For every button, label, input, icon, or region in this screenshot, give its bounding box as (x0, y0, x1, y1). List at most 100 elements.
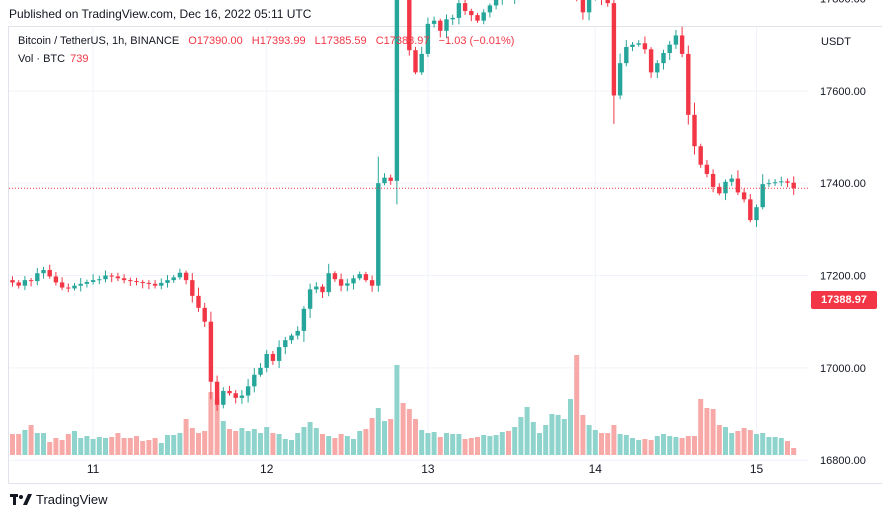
tradingview-brand[interactable]: TradingView (10, 492, 108, 507)
candle-body (648, 49, 654, 73)
volume-bar (592, 430, 598, 455)
candle-body (171, 277, 176, 281)
candle-body (41, 269, 46, 274)
volume-bar (41, 433, 46, 455)
candles (10, 0, 796, 411)
candle-body (630, 44, 635, 47)
candle-body (617, 63, 623, 96)
candle-body (28, 280, 34, 282)
candle-body (407, 0, 412, 51)
volume-bar (47, 442, 53, 455)
candle-body (332, 273, 338, 280)
candle-body (692, 114, 697, 147)
volume-bar (760, 433, 766, 455)
candle-body (673, 35, 679, 45)
candle-body (580, 0, 586, 13)
candle-body (152, 283, 158, 286)
candle-body (363, 274, 369, 281)
candle-body (586, 0, 592, 13)
candle-body (611, 3, 617, 96)
volume-bar (72, 431, 77, 455)
volume-bar (772, 437, 778, 455)
volume-bar (716, 425, 722, 455)
volume-bar (388, 419, 394, 455)
candle-body (258, 367, 263, 375)
volume-bar (109, 437, 115, 455)
volume-bar (754, 434, 759, 455)
volume-bar (53, 438, 59, 455)
volume-bar (685, 436, 691, 455)
candle-body (425, 23, 431, 54)
candle-body (264, 354, 269, 368)
price-tick-label: 16800.00 (820, 455, 866, 467)
price-tick-label: 17600.00 (820, 86, 866, 98)
volume-bar (16, 434, 22, 455)
price-tick-label: 17400.00 (820, 178, 866, 190)
volume-bar (599, 433, 604, 455)
candle-body (698, 146, 703, 165)
candle-body (103, 275, 108, 280)
volume-bar (189, 428, 195, 455)
candle-body (475, 15, 480, 21)
candle-body (233, 393, 238, 398)
volume-bar (543, 425, 549, 455)
volume-bar (413, 419, 418, 455)
volume-bar (196, 433, 201, 455)
candle-body (605, 0, 610, 4)
candle-body (667, 44, 672, 53)
last-price-tag: 17388.97 (811, 291, 877, 309)
volume-bar (623, 435, 629, 455)
volume-bar (258, 433, 263, 455)
volume-bar (59, 440, 65, 455)
candle-body (276, 347, 282, 361)
candle-body (760, 184, 765, 208)
volume-bar (270, 433, 276, 455)
volume-bar (431, 432, 437, 455)
volume-bar (96, 437, 102, 455)
volume-bar (580, 415, 586, 455)
volume-bar (506, 431, 511, 455)
candle-body (741, 192, 747, 200)
volume-bar (530, 422, 536, 455)
volume-bar (537, 433, 542, 455)
volume-bar (84, 436, 90, 455)
volume-bar (332, 438, 338, 455)
candle-body (642, 43, 648, 50)
volume-bar (382, 421, 387, 455)
volume-bar (10, 434, 15, 455)
volume-bar (103, 438, 108, 455)
candle-body (338, 279, 344, 286)
volume-bar (611, 425, 617, 455)
candle-body (345, 283, 350, 286)
candle-body (413, 50, 418, 73)
volume-bar (648, 440, 654, 455)
price-tick-label: 17200.00 (820, 271, 866, 283)
candle-body (16, 282, 21, 286)
candle-body (717, 186, 722, 194)
candle-body (84, 281, 90, 284)
volume-bar (251, 429, 257, 455)
volume-bar (493, 435, 499, 455)
volume-bar (351, 439, 356, 455)
symbol-legend: Bitcoin / TetherUS, 1h, BINANCE O17390.0… (18, 35, 514, 47)
close-value: C17388.97 (375, 35, 430, 47)
volume-bar (115, 433, 121, 455)
volume-bar (158, 443, 164, 455)
volume-bar (227, 429, 232, 455)
candle-body (72, 285, 77, 289)
volume-bar (462, 439, 468, 455)
volume-bar (78, 438, 84, 455)
candle-body (462, 3, 468, 11)
candle-body (159, 282, 164, 286)
candle-body (270, 354, 276, 361)
volume-label: Vol · BTC (18, 53, 66, 65)
time-tick-label: 14 (589, 462, 603, 476)
volume-legend: Vol · BTC 739 (18, 53, 88, 65)
volume-bar (313, 428, 319, 455)
candle-body (115, 276, 121, 279)
candle-body (679, 35, 685, 54)
candle-body (351, 278, 356, 284)
candle-body (382, 177, 387, 184)
candle-body (655, 63, 660, 73)
